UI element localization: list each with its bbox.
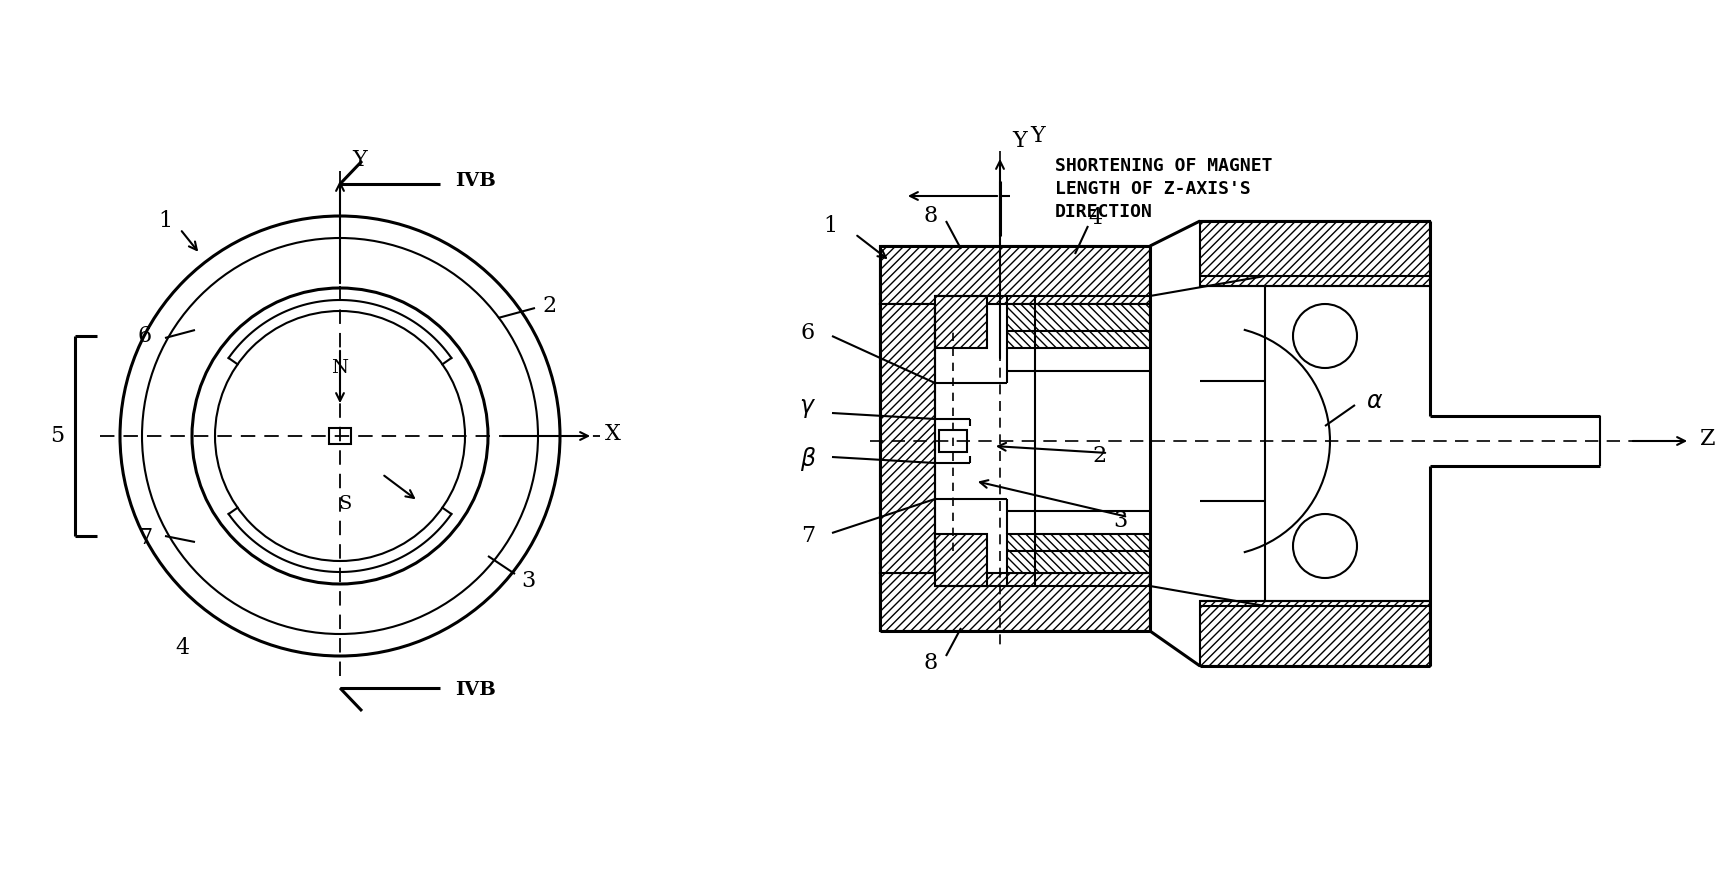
Text: 2: 2 [544,295,557,317]
Text: 2: 2 [1092,445,1108,467]
Text: $\alpha$: $\alpha$ [1366,389,1383,413]
Text: SHORTENING OF MAGNET: SHORTENING OF MAGNET [1054,157,1273,175]
Text: Y: Y [1011,130,1027,152]
Text: 7: 7 [138,527,151,549]
Bar [881,304,936,573]
Text: IVB: IVB [456,681,495,699]
Text: IVB: IVB [456,172,495,190]
Text: S: S [339,495,351,513]
Text: 4: 4 [175,637,189,659]
Text: X: X [605,423,621,445]
Text: 8: 8 [924,205,937,227]
Text: 6: 6 [138,325,151,347]
Text: 3: 3 [521,570,535,592]
Text: 7: 7 [802,525,815,547]
Bar [329,428,351,444]
Bar [1201,601,1429,666]
Text: Z: Z [1699,428,1715,450]
Text: $\gamma$: $\gamma$ [800,397,817,421]
Text: 1: 1 [822,215,838,237]
Text: N: N [332,359,349,377]
Bar [936,296,987,348]
Text: 4: 4 [1089,207,1103,229]
Text: 3: 3 [1113,510,1127,532]
Text: 8: 8 [924,652,937,674]
Text: 5: 5 [50,425,64,447]
Text: Y: Y [353,149,366,171]
Text: LENGTH OF Z-AXIS'S: LENGTH OF Z-AXIS'S [1054,180,1250,198]
Bar [936,534,987,586]
Text: DIRECTION: DIRECTION [1054,203,1152,221]
Text: 6: 6 [802,322,815,344]
Bar [1006,304,1151,348]
Bar [939,430,967,452]
Bar [1201,221,1429,286]
Text: 1: 1 [158,210,172,232]
Bar [881,246,1151,304]
Bar [1006,534,1151,573]
Text: Y: Y [1030,125,1044,147]
Text: $\beta$: $\beta$ [800,445,817,473]
Bar [881,573,1151,631]
